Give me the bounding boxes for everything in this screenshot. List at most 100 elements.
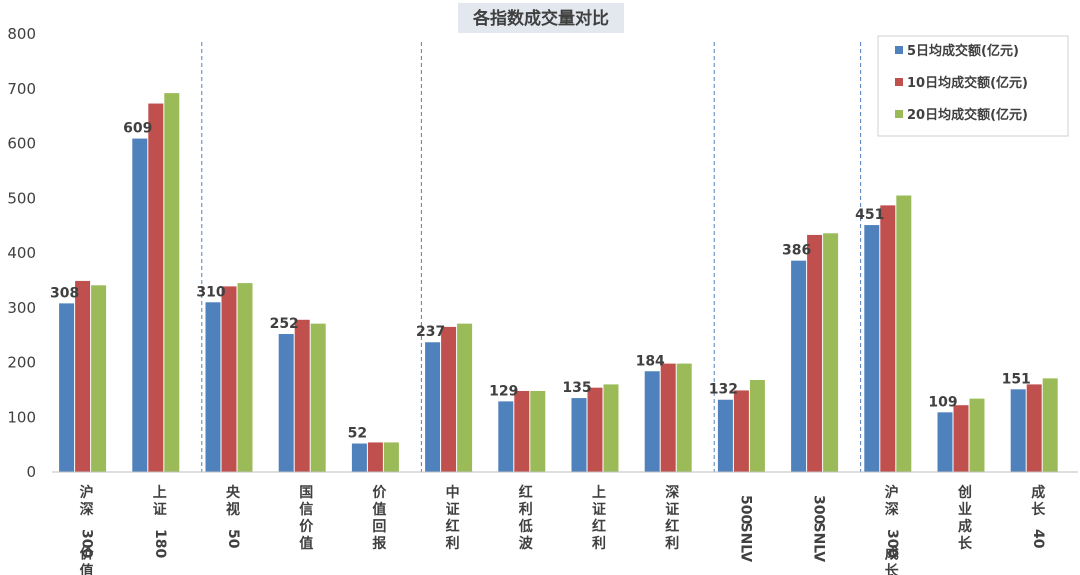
x-tick-label-part: 利 <box>446 535 460 552</box>
legend-swatch <box>895 78 903 86</box>
data-label: 451 <box>855 207 884 223</box>
x-tick-label-part: 价 <box>80 547 95 563</box>
y-tick-label: 600 <box>7 135 36 153</box>
bar <box>132 138 148 472</box>
bar <box>75 280 91 472</box>
bar <box>644 371 660 472</box>
bar <box>807 234 823 472</box>
x-tick-label-part: 利 <box>592 535 606 552</box>
x-tick-label-part: 红 <box>592 518 606 535</box>
x-tick-label-part: 价 <box>299 519 314 535</box>
bar <box>587 387 603 472</box>
x-tick-label-part: 波 <box>519 535 534 552</box>
data-label: 609 <box>123 121 152 137</box>
x-tick-label-part: 50 <box>225 529 241 549</box>
data-label: 109 <box>928 394 957 410</box>
chart-title: 各指数成交量对比 <box>472 8 609 29</box>
bar <box>717 399 733 472</box>
bar <box>953 405 969 472</box>
x-tick-label-part: 信 <box>299 501 313 518</box>
bar <box>457 323 473 472</box>
bar <box>59 303 75 472</box>
x-tick-label-part: 40 <box>1030 529 1046 549</box>
group-separators <box>201 42 862 472</box>
x-tick-label-part: 回 <box>372 519 386 535</box>
x-tick-label: 上证 180 <box>152 485 168 558</box>
x-tick-label-part: 利 <box>519 501 533 518</box>
x-tick-label-part: 证 <box>592 502 606 518</box>
y-tick-label: 200 <box>7 354 36 372</box>
bar <box>425 342 441 472</box>
chart-title-group: 各指数成交量对比 <box>458 3 624 33</box>
x-tick-label-part: 央 <box>226 484 241 501</box>
x-tick-label-part: 成 <box>885 546 899 563</box>
data-labels: 308 609 310 252 52 237 129 135 184 132 386 451 109 15… <box>50 121 1031 442</box>
legend-entry: 20日均成交额(亿元) <box>907 107 1028 123</box>
bar <box>367 442 383 472</box>
bar <box>1042 378 1058 472</box>
x-tick-label-part: 红 <box>446 518 460 535</box>
bar <box>969 398 985 472</box>
x-tick-label-part: 低 <box>518 518 533 535</box>
bar <box>351 443 367 472</box>
legend: 5日均成交额(亿元) 10日均成交额(亿元) 20日均成交额(亿元) <box>877 35 1069 137</box>
data-label: 310 <box>196 284 225 300</box>
x-tick-label-part: 长 <box>958 535 973 552</box>
x-tick-label-part: 值 <box>299 535 313 552</box>
bar <box>676 363 692 472</box>
x-tick-label-part: 证 <box>446 502 460 518</box>
x-tick-label-part: 视 <box>226 501 240 518</box>
x-tick-label-part: 深 <box>885 501 899 518</box>
data-label: 132 <box>709 382 738 398</box>
legend-box <box>877 35 1069 137</box>
bar <box>221 286 237 472</box>
y-tick-label: 500 <box>7 189 36 207</box>
chart-title-box <box>458 3 624 33</box>
x-tick-label-part: 报 <box>372 536 386 552</box>
x-tick-label-part: 利 <box>665 535 679 552</box>
legend-entry: 10日均成交额(亿元) <box>907 75 1028 91</box>
data-label: 129 <box>489 383 518 399</box>
y-tick-label: 800 <box>7 25 36 43</box>
x-tick-label-part: 180 <box>152 529 168 558</box>
x-tick-label-part: 沪 <box>885 484 899 501</box>
x-tick-label-part: SNLV <box>811 523 827 563</box>
x-tick-label-part: 长 <box>1031 501 1046 518</box>
x-tick-label-part: 红 <box>519 484 533 501</box>
x-tick-label-part: 中 <box>446 484 460 501</box>
x-tick-label-part: SNLV <box>737 523 753 563</box>
bar <box>205 302 221 472</box>
x-tick-label-part: 业 <box>958 502 972 518</box>
x-tick-label: 成长 40 <box>1030 484 1046 549</box>
x-tick-label-part: 证 <box>153 502 167 518</box>
bar <box>278 334 294 472</box>
x-tick-label-part: 300 <box>811 495 827 524</box>
legend-swatch <box>895 46 903 54</box>
bar <box>498 401 514 472</box>
bar <box>733 390 749 472</box>
x-tick-label-part: 成 <box>958 518 972 535</box>
x-tick-label-part: 证 <box>665 502 679 518</box>
x-tick-label-part: 上 <box>153 485 167 501</box>
x-axis-categories: 沪深300价值上证180央视50国信价值价值回报中证红利红利低波上证红利深证红利… <box>79 484 1047 575</box>
y-tick-label: 300 <box>7 299 36 317</box>
bar <box>294 319 310 472</box>
bar <box>164 93 180 472</box>
data-label: 135 <box>562 380 591 396</box>
bar <box>864 225 880 472</box>
data-label: 151 <box>1002 371 1031 387</box>
x-tick-label-part: 值 <box>80 563 94 575</box>
x-tick-label-part: 成 <box>1031 484 1045 501</box>
data-label: 386 <box>782 243 811 259</box>
bar <box>1026 384 1042 472</box>
x-tick-label-part: 创 <box>957 484 972 501</box>
x-tick-label-part: 深 <box>665 484 679 501</box>
data-label: 52 <box>348 426 367 442</box>
data-label: 252 <box>270 316 299 332</box>
x-tick-label-part: 价 <box>372 485 387 501</box>
